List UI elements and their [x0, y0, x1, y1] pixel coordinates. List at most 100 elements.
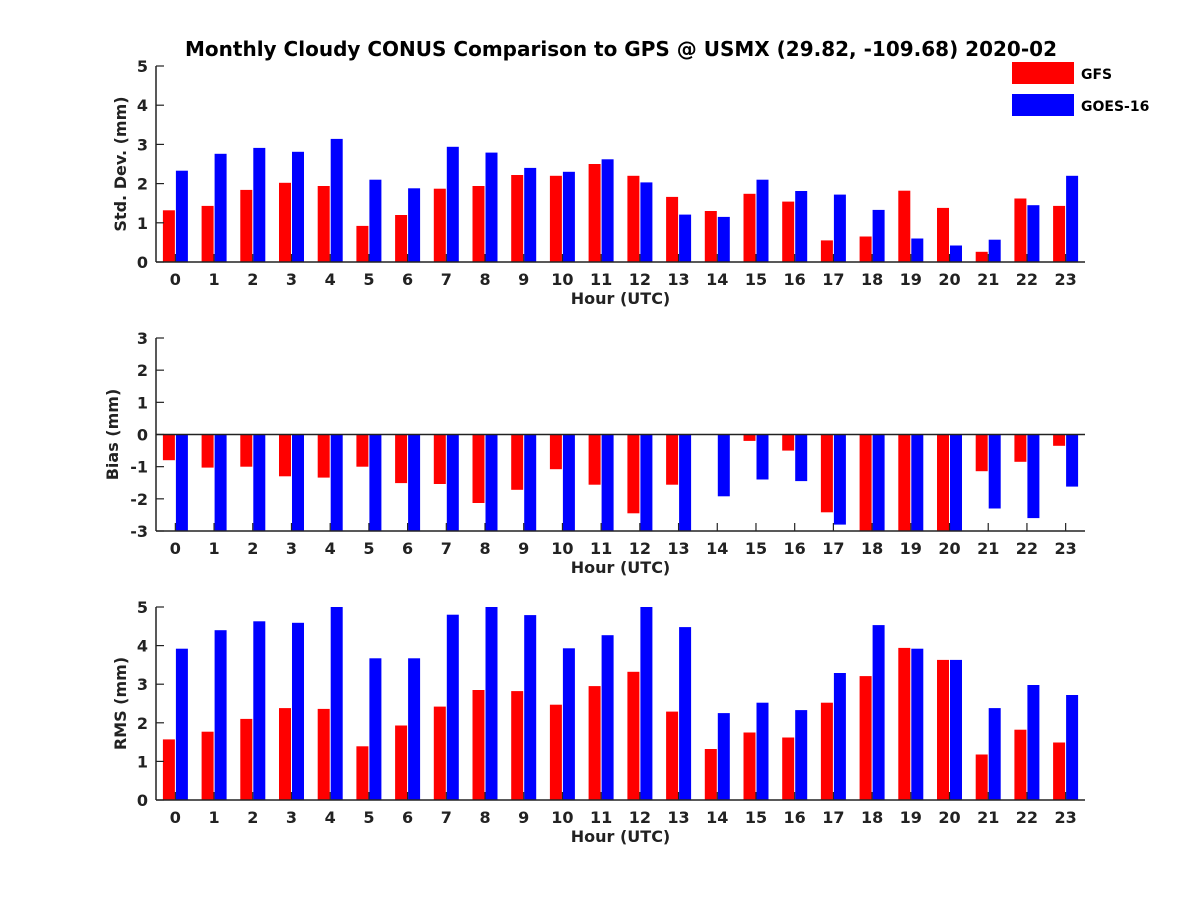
bias-bar-gfs-0 — [162, 434, 175, 461]
bias-xtick-label: 14 — [706, 539, 728, 558]
rms-y-axis-label: RMS (mm) — [111, 657, 130, 750]
rms-xtick-label: 4 — [325, 808, 336, 827]
rms-bar-gfs-1 — [201, 731, 214, 800]
bias-xtick-label: 16 — [784, 539, 806, 558]
bias-bar-goes16-14 — [717, 434, 730, 497]
bias-xtick-label: 12 — [629, 539, 651, 558]
rms-bar-gfs-12 — [627, 671, 640, 800]
bias-bar-goes16-9 — [524, 434, 537, 531]
chart-title: Monthly Cloudy CONUS Comparison to GPS @… — [185, 37, 1057, 61]
rms-bar-goes16-21 — [988, 708, 1001, 800]
rms-xtick-label: 2 — [247, 808, 258, 827]
rms-bar-goes16-18 — [872, 625, 885, 800]
bias-xtick-label: 2 — [247, 539, 258, 558]
rms-xtick-label: 13 — [667, 808, 689, 827]
std-dev-xtick-label: 22 — [1016, 270, 1038, 289]
std-dev-bar-gfs-16 — [782, 201, 795, 262]
std-dev-xtick-label: 14 — [706, 270, 728, 289]
std-dev-ytick-label: 0 — [137, 253, 148, 272]
bias-ytick-label: -3 — [130, 522, 148, 541]
std-dev-x-axis-label: Hour (UTC) — [571, 289, 671, 308]
bias-xtick-label: 15 — [745, 539, 767, 558]
rms-bar-goes16-19 — [911, 648, 924, 800]
std-dev-bar-goes16-11 — [601, 159, 614, 262]
std-dev-bar-goes16-5 — [369, 179, 382, 262]
rms-bar-gfs-14 — [704, 749, 717, 800]
bias-bar-goes16-23 — [1066, 434, 1079, 487]
std-dev-xtick-label: 4 — [325, 270, 336, 289]
std-dev-bar-goes16-22 — [1027, 205, 1040, 262]
bias-y-axis-label: Bias (mm) — [103, 389, 122, 481]
rms-bar-gfs-19 — [898, 647, 911, 800]
rms-bar-gfs-2 — [240, 718, 253, 800]
std-dev-bar-gfs-23 — [1053, 205, 1066, 262]
std-dev-bar-goes16-12 — [640, 182, 653, 262]
bias-bar-goes16-12 — [640, 434, 653, 531]
std-dev-bar-goes16-0 — [175, 170, 188, 262]
std-dev-ytick-label: 5 — [137, 57, 148, 76]
std-dev-bar-goes16-1 — [214, 153, 227, 262]
std-dev-bar-gfs-12 — [627, 175, 640, 262]
rms-bar-goes16-7 — [446, 614, 459, 800]
rms-bar-goes16-22 — [1027, 685, 1040, 800]
std-dev-bar-gfs-19 — [898, 190, 911, 262]
std-dev-xtick-label: 23 — [1055, 270, 1077, 289]
rms-bar-goes16-11 — [601, 635, 614, 800]
rms-xtick-label: 21 — [977, 808, 999, 827]
bias-bar-gfs-8 — [472, 434, 485, 503]
std-dev-bar-gfs-5 — [356, 225, 369, 262]
bias-bar-gfs-11 — [588, 434, 601, 485]
rms-bar-goes16-0 — [175, 648, 188, 800]
bias-bar-gfs-9 — [511, 434, 524, 490]
std-dev-bar-goes16-7 — [446, 146, 459, 262]
rms-xtick-label: 19 — [900, 808, 922, 827]
bias-bar-gfs-7 — [433, 434, 446, 484]
std-dev-xtick-label: 20 — [938, 270, 960, 289]
rms-bar-goes16-3 — [292, 622, 304, 800]
bias-xtick-label: 21 — [977, 539, 999, 558]
legend: GFS GOES-16 — [1012, 62, 1149, 116]
std-dev-bar-goes16-16 — [795, 191, 808, 262]
bias-bar-gfs-17 — [820, 434, 833, 513]
std-dev-bar-gfs-18 — [859, 236, 872, 262]
rms-bar-goes16-10 — [562, 648, 575, 800]
bias-bar-gfs-21 — [975, 434, 988, 472]
std-dev-bar-gfs-7 — [433, 188, 446, 262]
bias-bar-gfs-4 — [317, 434, 330, 478]
bias-xtick-label: 10 — [551, 539, 573, 558]
rms-bar-goes16-4 — [330, 607, 343, 800]
std-dev-bar-goes16-19 — [911, 238, 924, 262]
std-dev-bar-goes16-20 — [950, 245, 962, 262]
rms-xtick-label: 17 — [822, 808, 844, 827]
rms-bar-gfs-18 — [859, 676, 872, 800]
std-dev-ytick-label: 2 — [137, 175, 148, 194]
bias-bar-gfs-15 — [743, 434, 756, 441]
rms-xtick-label: 22 — [1016, 808, 1038, 827]
rms-bar-goes16-5 — [369, 658, 382, 800]
std-dev-xtick-label: 19 — [900, 270, 922, 289]
std-dev-xtick-label: 0 — [170, 270, 181, 289]
rms-bar-gfs-0 — [162, 739, 175, 800]
rms-ytick-label: 5 — [137, 598, 148, 617]
rms-bar-gfs-11 — [588, 686, 601, 800]
std-dev-bar-goes16-15 — [756, 179, 769, 262]
rms-bar-gfs-13 — [666, 711, 679, 800]
std-dev-bar-gfs-8 — [472, 186, 485, 262]
rms-xtick-label: 1 — [208, 808, 219, 827]
bias-xtick-label: 4 — [325, 539, 336, 558]
bias-xtick-label: 1 — [208, 539, 219, 558]
rms-bar-gfs-23 — [1053, 742, 1066, 800]
std-dev-bar-goes16-21 — [988, 239, 1001, 262]
bias-bar-goes16-7 — [446, 434, 459, 531]
rms-ytick-label: 3 — [137, 675, 148, 694]
std-dev-bar-goes16-17 — [833, 194, 846, 262]
std-dev-bar-gfs-21 — [975, 251, 988, 262]
bias-ytick-label: 3 — [137, 329, 148, 348]
legend-swatch-goes16 — [1012, 94, 1074, 116]
bias-bar-gfs-13 — [666, 434, 679, 485]
bias-xtick-label: 6 — [402, 539, 413, 558]
rms-bar-goes16-20 — [950, 659, 962, 800]
bias-bar-goes16-19 — [911, 434, 924, 531]
bias-bar-gfs-6 — [395, 434, 408, 484]
